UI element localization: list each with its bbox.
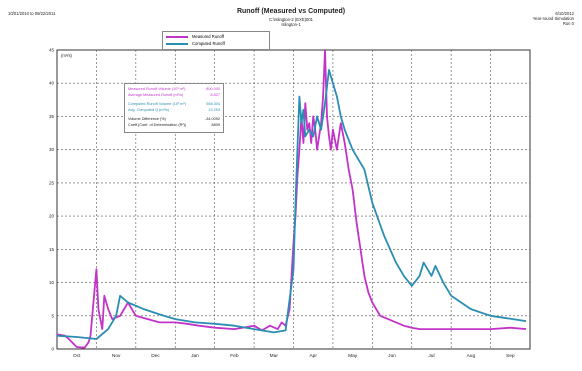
stat-avg-measured: Average Measured Runoff (m³/s) 8.827 [128,93,220,97]
y-tick-label: 0 [51,347,54,352]
x-tick-label: Aug [467,353,476,359]
x-tick-label: Feb [230,353,239,359]
y-axis-label: (m³/s) [61,53,73,58]
chart-subtitle-2: Islington-1 [281,22,301,27]
x-tick-label: May [348,353,358,359]
y-tick-label: 15 [49,247,55,252]
x-tick-label: Apr [309,353,317,359]
chart-title: Runoff (Measured vs Computed) [236,8,346,15]
stat-avg-computed: Avg. Computed Q (m³/s) 13.293 [128,108,220,112]
y-tick-label: 35 [49,114,55,119]
run-label: Run 0 [562,21,574,26]
simulation-type: Year-round Simulation [532,16,574,21]
series-line-measured [56,49,527,349]
legend-label-computed: Computed Runoff [192,41,225,46]
legend-item-computed: Computed Runoff [166,41,225,48]
y-tick-label: 45 [49,48,55,53]
y-tick-label: 20 [49,214,55,219]
stat-coefficient: Coeff.(Coef. of Determination (R²)) .8809 [128,123,220,127]
x-tick-label: Jan [191,353,199,359]
stat-computed-volume: Computed Runoff Volume (10³ m³) 568.304 [128,102,220,106]
stat-measured-volume: Measured Runoff Volume (10³ m³) 800.000 [128,87,220,91]
y-tick-label: 10 [49,280,55,285]
x-tick-label: Jul [428,353,434,359]
x-tick-label: Sep [506,353,515,359]
chart-legend: Measured Runoff Computed Runoff [162,31,270,50]
chart-subtitle-1: C:\Islington-2 (EXE)001 [269,17,313,22]
x-tick-label: Nov [112,353,121,359]
legend-swatch-computed [166,42,188,45]
y-tick-label: 5 [51,313,54,318]
statistics-box: Measured Runoff Volume (10³ m³) 800.000 A… [124,83,224,133]
legend-label-measured: Measured Runoff [192,34,225,39]
x-tick-label: Dec [151,353,160,359]
y-tick-label: 30 [49,147,55,152]
stat-volume-difference: Volume Difference (%) -34.0092 [128,117,220,121]
x-tick-label: Mar [270,353,279,359]
x-tick-label: Jun [388,353,396,359]
series-line-computed [56,69,527,340]
legend-item-measured: Measured Runoff [166,34,224,41]
y-tick-label: 25 [49,180,55,185]
legend-swatch-measured [166,35,188,38]
run-date: 6/10/2012 [555,11,574,16]
x-tick-label: Oct [73,353,81,359]
y-tick-label: 40 [49,81,55,86]
date-range: 10/01/2010 to 09/22/2011 [8,11,56,16]
